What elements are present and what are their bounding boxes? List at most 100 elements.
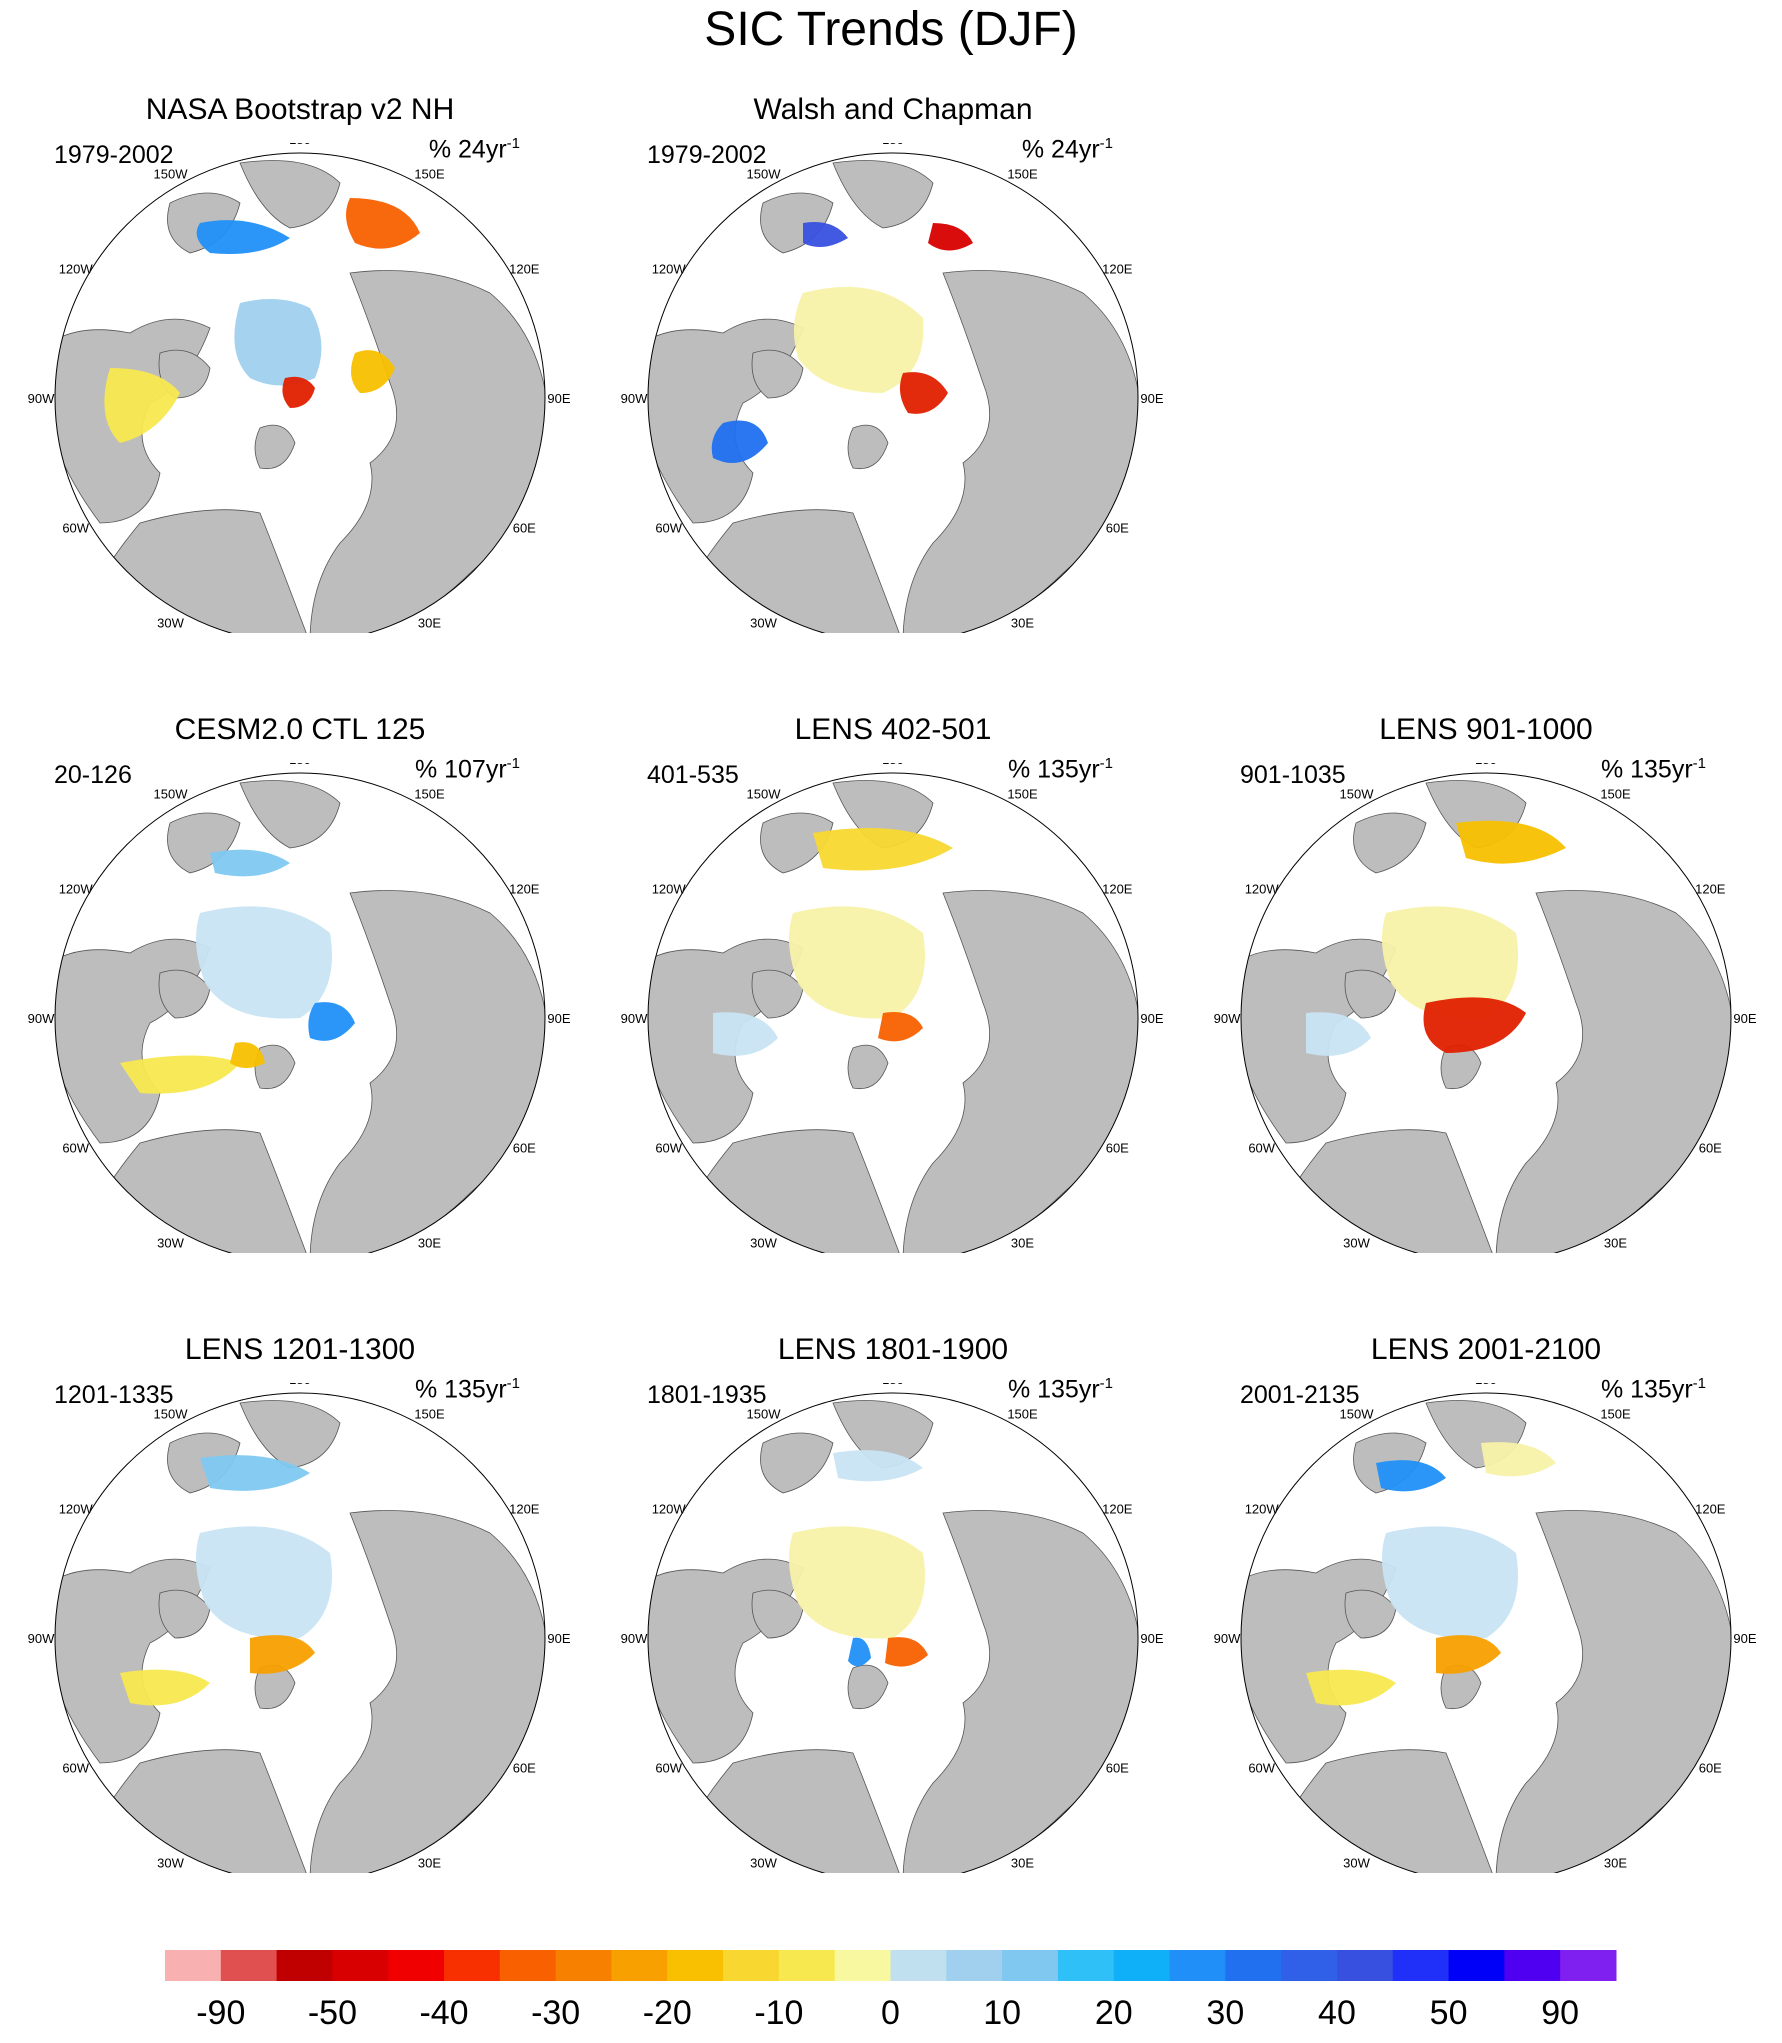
units-exponent: -1 — [506, 755, 520, 772]
longitude-label: 120W — [59, 1502, 94, 1517]
land-mass — [1344, 969, 1397, 1019]
colorbar-swatch — [1392, 1950, 1450, 1981]
period-label: 2001-2135 — [1240, 1381, 1360, 1409]
polar-map: 180150E120E90E60E30E030W60W90W120W150W — [621, 143, 1164, 633]
colorbar-swatch — [834, 1950, 891, 1981]
colorbar-swatch — [1169, 1950, 1226, 1981]
sic-trend-patch — [308, 1002, 355, 1041]
colorbar-label: -20 — [643, 1994, 692, 2032]
land-mass — [760, 1432, 834, 1494]
colorbar-swatch — [667, 1950, 724, 1981]
colorbar-swatch — [1281, 1950, 1338, 1981]
colorbar-swatch — [1002, 1950, 1059, 1981]
longitude-label: 30W — [157, 615, 184, 630]
sic-trend-patch — [250, 1635, 315, 1674]
panel-walsh-chapman: Walsh and Chapman 1979-2002 % 24yr-1 180 150… — [603, 93, 1183, 633]
longitude-label: 180 — [1475, 1383, 1497, 1387]
longitude-label: 90W — [621, 391, 648, 406]
colorbar-swatch — [1057, 1950, 1115, 1981]
panel-lens-1201-1300: LENS 1201-1300 1201-1335 % 135yr-1 180 150E 1… — [10, 1333, 590, 1873]
land-mass — [832, 160, 934, 229]
sic-trend-patch — [234, 299, 322, 386]
longitude-label: 150E — [414, 167, 445, 182]
colorbar-label: 20 — [1095, 1994, 1133, 2032]
longitude-label: 30E — [418, 1855, 441, 1870]
units-exponent: -1 — [1099, 755, 1113, 772]
units-text: % 107yr — [414, 755, 507, 784]
longitude-label: 120E — [1102, 882, 1133, 897]
colorbar-label: -50 — [308, 1994, 357, 2032]
longitude-label: 120W — [59, 262, 94, 277]
longitude-label: 90E — [547, 1011, 570, 1026]
longitude-label: 30W — [750, 1855, 777, 1870]
longitude-label: 30E — [418, 615, 441, 630]
land-mass — [1344, 1589, 1397, 1639]
polar-map: 180150E120E90E60E30E030W60W90W120W150W — [1214, 1383, 1757, 1873]
colorbar-swatch — [946, 1950, 1003, 1981]
longitude-label: 150W — [154, 787, 189, 802]
units-label: % 135yr-1 — [1601, 755, 1706, 784]
longitude-label: 30E — [1011, 615, 1034, 630]
colorbar-label: 40 — [1318, 1994, 1356, 2032]
period-label: 401-535 — [647, 761, 739, 789]
sic-trend-patch — [196, 1526, 332, 1639]
longitude-label: 180 — [1475, 763, 1497, 767]
land-mass — [254, 424, 296, 470]
colorbar-label: -40 — [419, 1994, 468, 2032]
panel-title: LENS 1801-1900 — [777, 1333, 1009, 1366]
sic-trend-patch — [120, 1669, 210, 1706]
polar-map: 180150E120E90E60E30E030W60W90W120W150W — [621, 763, 1164, 1253]
map-border — [54, 1392, 546, 1873]
units-label: % 135yr-1 — [1008, 1375, 1113, 1404]
longitude-label: 30E — [1011, 1235, 1034, 1250]
sic-trend-patch — [833, 1450, 923, 1482]
panel-title: LENS 901-1000 — [1379, 713, 1593, 746]
longitude-label: 60E — [513, 521, 536, 536]
land-mass — [254, 1044, 296, 1090]
longitude-label: 180 — [289, 763, 311, 767]
longitude-label: 120W — [652, 1502, 687, 1517]
units-text: % 135yr — [1007, 1375, 1100, 1404]
sic-trend-patch — [1481, 1442, 1556, 1477]
colorbar-swatch — [778, 1950, 836, 1981]
sic-trend-patch — [200, 1455, 310, 1491]
polar-map: 180150E120E90E60E30E030W60W90W120W150W — [28, 143, 571, 633]
longitude-label: 150E — [1007, 787, 1038, 802]
land-mass — [239, 1400, 341, 1469]
longitude-label: 180 — [289, 1383, 311, 1387]
longitude-label: 120W — [652, 262, 687, 277]
longitude-label: 30E — [1011, 1855, 1034, 1870]
panel-title: Walsh and Chapman — [753, 93, 1033, 126]
longitude-label: 90W — [621, 1011, 648, 1026]
longitude-label: 150E — [1007, 1407, 1038, 1422]
colorbar-label: -30 — [531, 1994, 580, 2032]
land-mass — [239, 160, 341, 229]
panel-title: LENS 2001-2100 — [1370, 1333, 1602, 1366]
longitude-label: 30E — [1604, 1235, 1627, 1250]
units-exponent: -1 — [506, 135, 520, 152]
units-exponent: -1 — [1099, 135, 1113, 152]
land-mass — [847, 424, 889, 470]
units-label: % 107yr-1 — [415, 755, 520, 784]
sic-trend-patch — [789, 906, 925, 1019]
sic-trend-patch — [1456, 820, 1566, 864]
longitude-label: 120E — [509, 262, 540, 277]
sic-trend-patch — [210, 849, 290, 877]
colorbar-label: 0 — [881, 1994, 900, 2032]
longitude-label: 60E — [1699, 1141, 1722, 1156]
units-label: % 135yr-1 — [415, 1375, 520, 1404]
panel-title: LENS 402-501 — [794, 713, 992, 746]
longitude-label: 90E — [1140, 1011, 1163, 1026]
longitude-label: 120W — [59, 882, 94, 897]
panel-title: LENS 1201-1300 — [184, 1333, 416, 1366]
sic-trend-patch — [1376, 1460, 1446, 1492]
polar-map: 180150E120E90E60E30E030W60W90W120W150W — [28, 1383, 571, 1873]
units-label: % 24yr-1 — [1022, 135, 1113, 164]
land-mass — [158, 969, 211, 1019]
longitude-label: 90E — [1140, 1631, 1163, 1646]
longitude-label: 120E — [1695, 1502, 1726, 1517]
sic-trend-patch — [885, 1637, 928, 1667]
colorbar: -90 -50 -40 -30 -20 -10 0 10 20 30 40 50 90 — [165, 1950, 1617, 2032]
colorbar-swatch — [276, 1950, 333, 1981]
map-border — [54, 152, 546, 633]
